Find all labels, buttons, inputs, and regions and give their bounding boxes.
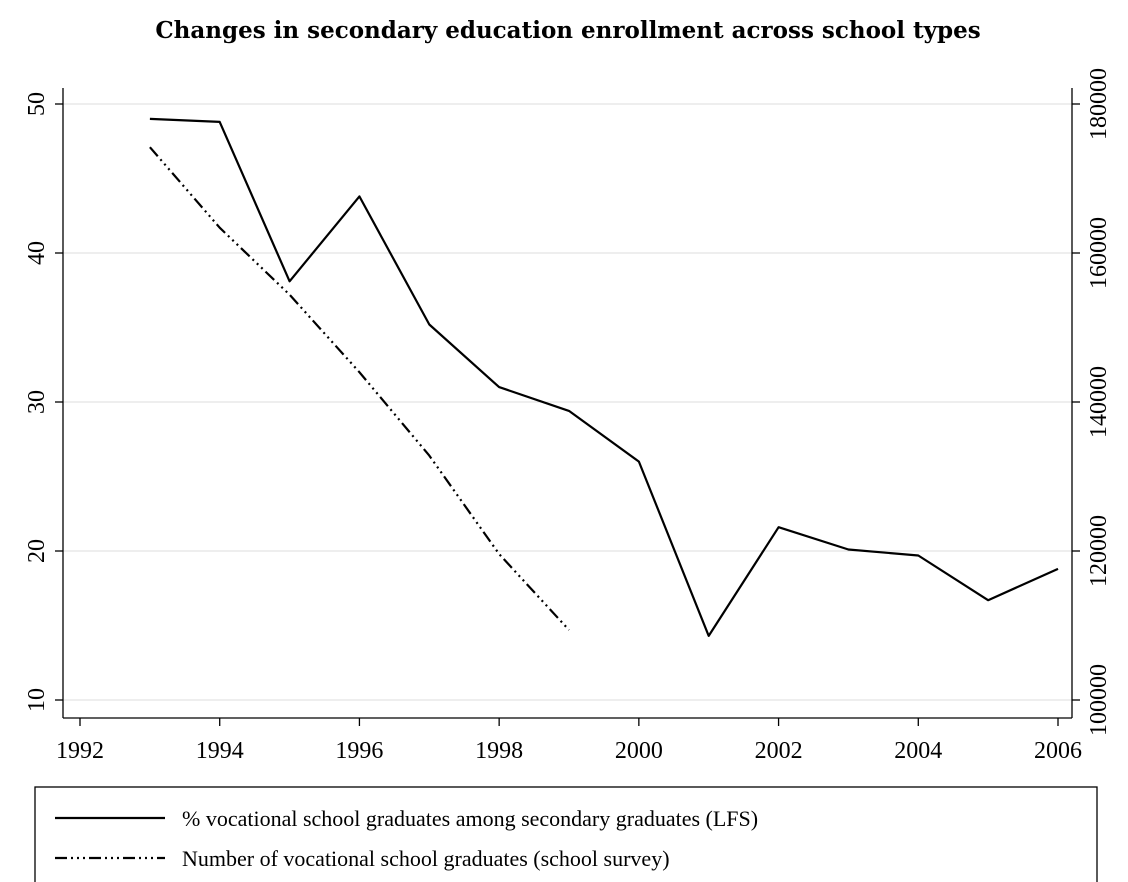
x-tick-label-6: 2004: [894, 738, 942, 764]
x-tick-label-4: 2000: [615, 738, 663, 764]
legend-label-lfs: % vocational school graduates among seco…: [182, 806, 758, 831]
series-line-1: [149, 146, 570, 631]
x-tick-label-1: 1994: [196, 738, 244, 764]
x-tick-label-7: 2006: [1034, 738, 1082, 764]
y-left-tick-label-4: 50: [24, 92, 50, 116]
legend: % vocational school graduates among seco…: [34, 786, 1098, 882]
series-line-0: [149, 117, 1059, 638]
y-left-tick-label-3: 40: [24, 241, 50, 265]
y-right-tick-label-4: 180000: [1086, 68, 1112, 140]
x-tick-label-5: 2002: [755, 738, 803, 764]
y-right-tick-label-1: 120000: [1086, 515, 1112, 587]
x-tick-label-3: 1998: [475, 738, 523, 764]
x-tick-label-0: 1992: [56, 738, 104, 764]
y-right-tick-label-2: 140000: [1086, 366, 1112, 438]
axes: 1992 1994 1996 1998 2000 2002 2004 2006 10 20 30 40…: [24, 68, 1112, 764]
y-left-tick-label-1: 20: [24, 539, 50, 563]
x-tick-label-2: 1996: [335, 738, 383, 764]
y-right-tick-label-0: 100000: [1086, 664, 1112, 736]
series-layer: [149, 117, 1059, 638]
y-left-tick-label-0: 10: [24, 688, 50, 712]
legend-box: [34, 786, 1098, 882]
chart-title: Changes in secondary education enrollmen…: [155, 17, 980, 44]
y-left-tick-label-2: 30: [24, 390, 50, 414]
y-right-tick-label-3: 160000: [1086, 217, 1112, 289]
legend-label-survey: Number of vocational school graduates (s…: [182, 846, 670, 871]
gridlines: [63, 103, 1072, 701]
